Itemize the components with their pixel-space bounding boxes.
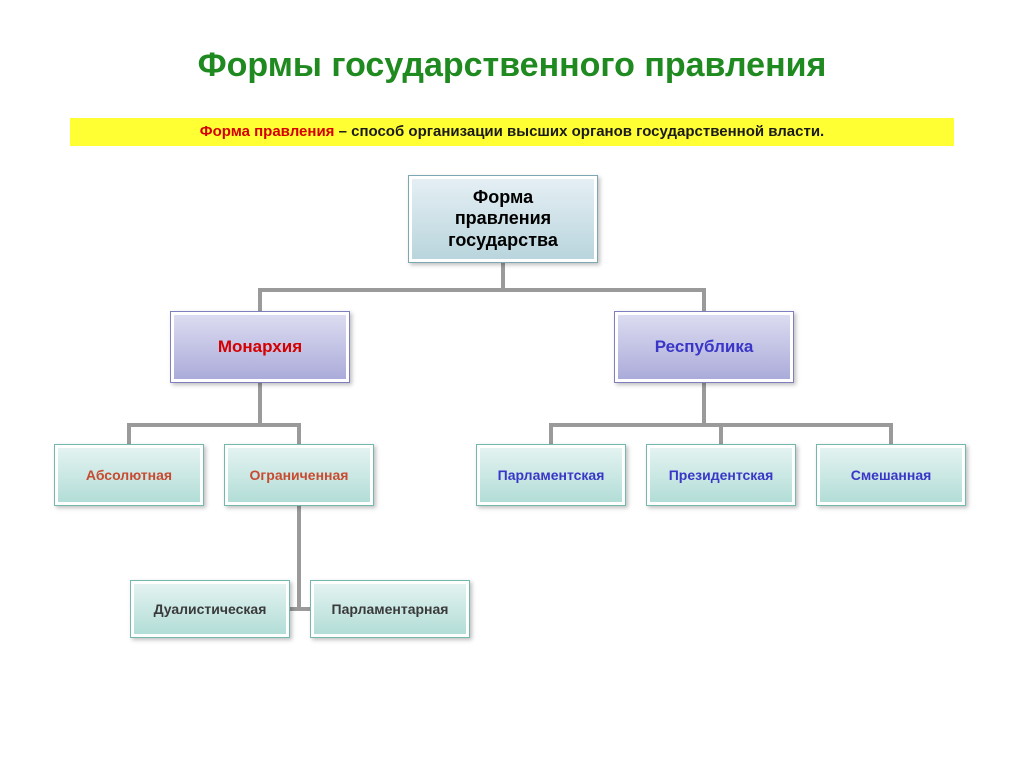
definition-bar: Форма правления – способ организации выс… xyxy=(70,118,954,146)
page-title: Формы государственного правления xyxy=(0,46,1024,85)
node-parliamentarian: Парламентарная xyxy=(310,580,470,638)
connectors xyxy=(0,0,1024,767)
node-republic: Республика xyxy=(614,311,794,383)
node-limited: Ограниченная xyxy=(224,444,374,506)
node-mixed: Смешанная xyxy=(816,444,966,506)
node-presidential: Президентская xyxy=(646,444,796,506)
node-monarchy: Монархия xyxy=(170,311,350,383)
node-root: Форма правления государства xyxy=(408,175,598,263)
slide: Формы государственного правления Форма п… xyxy=(0,0,1024,767)
definition-text: – способ организации высших органов госу… xyxy=(334,123,824,140)
node-dualistic: Дуалистическая xyxy=(130,580,290,638)
definition-term: Форма правления xyxy=(200,123,335,140)
node-absolute: Абсолютная xyxy=(54,444,204,506)
node-parliamentary-republic: Парламентская xyxy=(476,444,626,506)
